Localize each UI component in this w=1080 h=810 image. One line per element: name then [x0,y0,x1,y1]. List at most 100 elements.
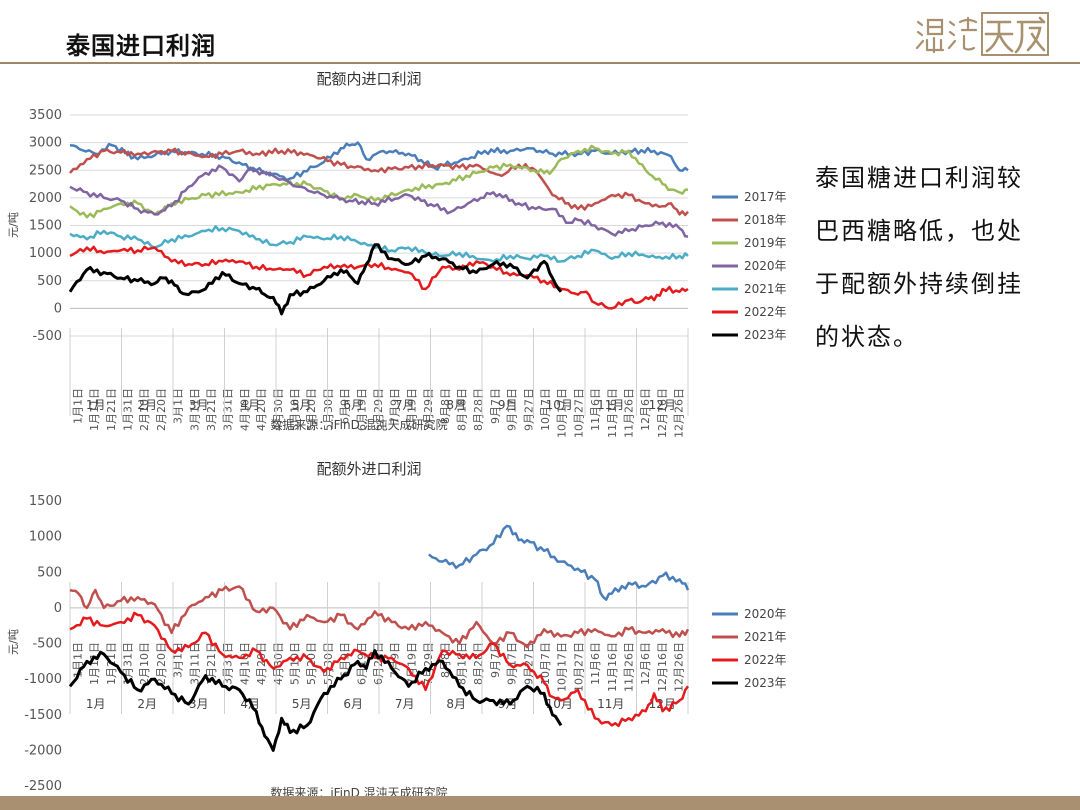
x-tick-label: 7月19日 [405,388,418,431]
y-tick-label: -1500 [24,708,62,723]
chart-title: 配额内进口利润 [316,70,421,88]
x-tick-label: 7月19日 [405,642,418,685]
y-tick-label: 3500 [29,108,62,123]
x-tick-label: 2月20日 [155,388,168,431]
month-label: 12月 [649,697,676,711]
series-line-2022年 [69,245,689,310]
legend-label: 2023年 [744,676,787,690]
y-tick-label: 500 [37,565,62,580]
legend-label: 2022年 [744,653,787,667]
month-label: 2月 [137,398,157,412]
month-label: 7月 [395,398,415,412]
y-tick-label: -500 [32,637,62,652]
series-line-2019年 [69,144,689,219]
month-label: 4月 [240,398,260,412]
x-tick-label: 10月27日 [572,388,585,438]
month-label: 5月 [292,398,312,412]
series-line-2023年 [68,649,563,752]
y-tick-label: 2500 [29,163,62,178]
x-tick-label: 2月10日 [138,642,151,685]
source-note: 数据来源：iFinD 混沌天成研究院 [270,417,447,432]
y-tick-label: 3000 [29,136,62,151]
x-tick-label: 8月18日 [456,388,469,431]
x-tick-label: 9月27日 [522,388,535,431]
month-label: 7月 [395,697,415,711]
x-tick-label: 11月16日 [606,388,619,438]
y-tick-label: 0 [54,301,62,316]
x-tick-label: 12月26日 [673,642,686,692]
x-tick-label: 10月7日 [539,388,552,431]
x-tick-label: 12月6日 [639,388,652,431]
x-tick-label: 5月20日 [305,388,318,431]
x-tick-label: 2月10日 [138,388,151,431]
x-tick-label: 3月11日 [188,388,201,431]
month-label: 11月 [597,398,624,412]
month-label: 12月 [649,398,676,412]
month-label: 5月 [292,697,312,711]
x-tick-label: 9月27日 [522,642,535,685]
x-tick-label: 6月9日 [339,388,352,424]
x-tick-label: 4月10日 [238,642,251,685]
x-tick-label: 1月11日 [88,642,101,685]
chart-title: 配额外进口利润 [316,460,421,478]
x-tick-label: 11月26日 [623,388,636,438]
month-label: 1月 [86,697,106,711]
legend-label: 2018年 [744,213,787,227]
y-tick-label: -500 [32,329,62,344]
series-line-2023年 [68,243,563,316]
x-tick-label: 10月17日 [556,388,569,438]
y-tick-label: 1500 [29,494,62,509]
month-label: 11月 [597,697,624,711]
y-tick-label: -1000 [24,672,62,687]
commentary-text: 泰国糖进口利润较巴西糖略低，也处于配额外持续倒挂的状态。 [815,164,1023,351]
series-line-2020年 [428,524,690,601]
x-tick-label: 9月7日 [489,388,502,424]
x-tick-label: 12月16日 [656,642,669,692]
legend-label: 2017年 [744,190,787,204]
month-label: 6月 [343,697,363,711]
x-tick-label: 9月17日 [506,388,519,431]
x-tick-label: 5月30日 [322,642,335,685]
series-line-2017年 [69,141,689,182]
x-tick-label: 4月20日 [255,642,268,685]
month-label: 1月 [86,398,106,412]
footer-bar [0,796,1080,810]
legend-label: 2022年 [744,305,787,319]
legend-label: 2020年 [744,607,787,621]
series-line-2018年 [69,147,689,217]
legend-label: 2021年 [744,630,787,644]
x-tick-label: 1月31日 [121,388,134,431]
series-line-2020年 [69,164,689,238]
series-line-2021年 [69,585,690,649]
x-tick-label: 3月21日 [205,388,218,431]
x-tick-label: 12月26日 [673,388,686,438]
month-label: 10月 [546,398,573,412]
x-tick-label: 1月11日 [88,388,101,431]
month-label: 10月 [546,697,573,711]
x-tick-label: 11月26日 [623,642,636,692]
month-label: 2月 [137,697,157,711]
legend-label: 2023年 [744,328,787,342]
y-axis-label: 元/吨 [7,212,20,238]
x-tick-label: 11月6日 [589,642,602,685]
x-tick-label: 5月10日 [288,642,301,685]
y-tick-label: 1000 [29,246,62,261]
x-tick-label: 4月10日 [238,388,251,431]
y-tick-label: 500 [37,274,62,289]
x-tick-label: 4月20日 [255,388,268,431]
x-tick-label: 10月27日 [572,642,585,692]
x-tick-label: 8月8日 [439,388,452,424]
x-tick-label: 7月9日 [389,388,402,424]
company-logo [915,12,1049,56]
x-tick-label: 12月6日 [639,642,652,685]
legend-label: 2019年 [744,236,787,250]
x-tick-label: 10月17日 [556,642,569,692]
x-tick-label: 9月7日 [489,642,502,678]
x-tick-label: 3月11日 [188,642,201,685]
x-tick-label: 10月7日 [539,642,552,685]
x-tick-label: 8月18日 [456,642,469,685]
y-tick-label: -2000 [24,743,62,758]
y-tick-label: 1500 [29,219,62,234]
